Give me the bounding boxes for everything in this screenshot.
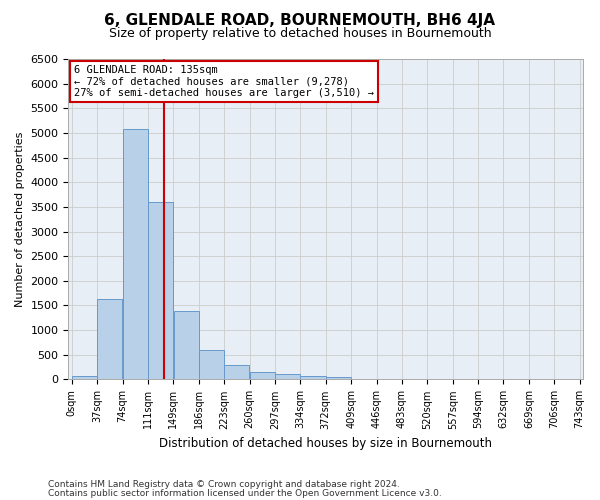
Bar xyxy=(301,376,326,380)
Y-axis label: Number of detached properties: Number of detached properties xyxy=(15,132,25,307)
Bar xyxy=(123,129,148,380)
Bar xyxy=(97,299,122,380)
Bar xyxy=(72,376,97,380)
Bar xyxy=(250,372,275,380)
Bar xyxy=(275,374,300,380)
Bar xyxy=(326,378,351,380)
Text: 6, GLENDALE ROAD, BOURNEMOUTH, BH6 4JA: 6, GLENDALE ROAD, BOURNEMOUTH, BH6 4JA xyxy=(104,12,496,28)
Bar xyxy=(148,202,173,380)
Text: Contains public sector information licensed under the Open Government Licence v3: Contains public sector information licen… xyxy=(48,489,442,498)
Bar xyxy=(173,311,199,380)
Text: Contains HM Land Registry data © Crown copyright and database right 2024.: Contains HM Land Registry data © Crown c… xyxy=(48,480,400,489)
Text: Size of property relative to detached houses in Bournemouth: Size of property relative to detached ho… xyxy=(109,28,491,40)
Bar xyxy=(224,365,250,380)
Text: 6 GLENDALE ROAD: 135sqm
← 72% of detached houses are smaller (9,278)
27% of semi: 6 GLENDALE ROAD: 135sqm ← 72% of detache… xyxy=(74,65,374,98)
X-axis label: Distribution of detached houses by size in Bournemouth: Distribution of detached houses by size … xyxy=(159,437,492,450)
Bar xyxy=(199,350,224,380)
